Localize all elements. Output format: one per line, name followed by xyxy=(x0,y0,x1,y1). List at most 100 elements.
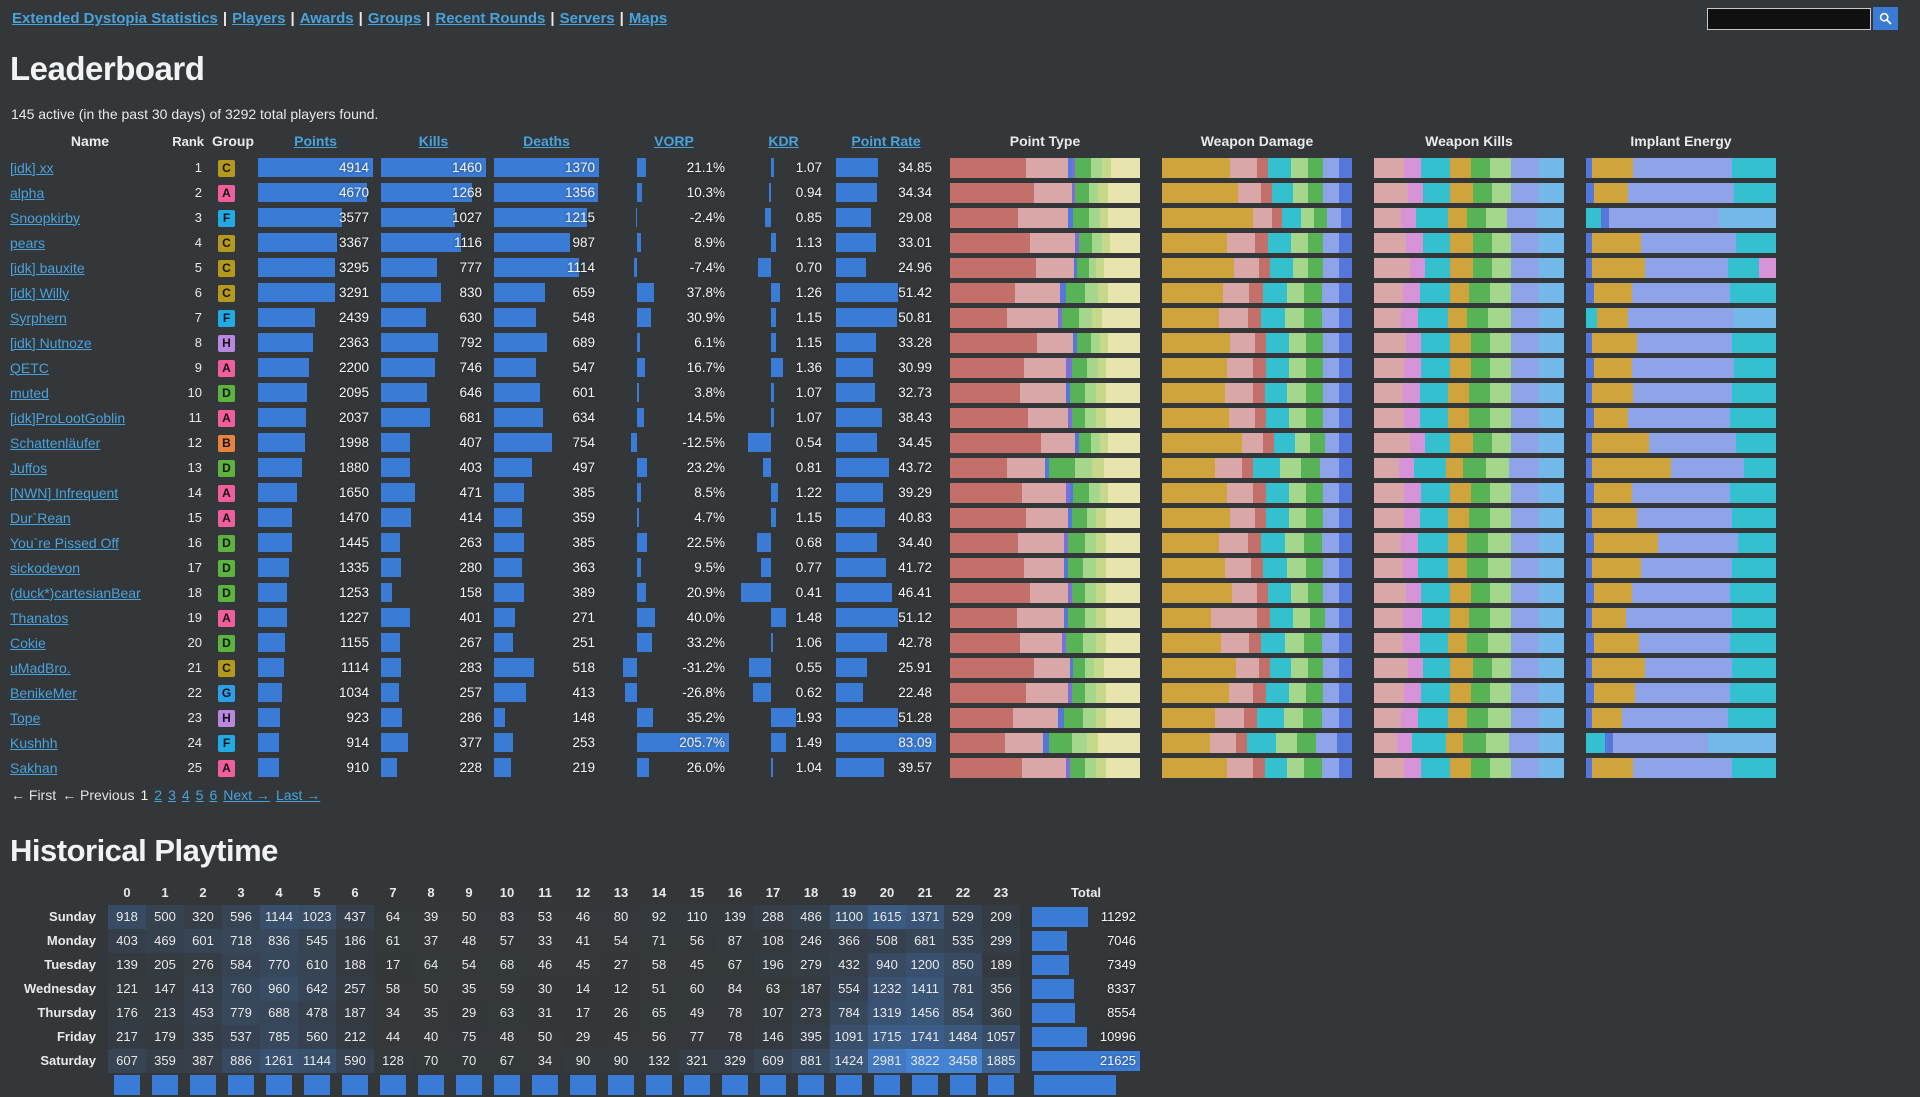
chart-segment xyxy=(1400,532,1418,553)
playtime-cell: 53 xyxy=(537,909,553,924)
weapon-damage-chart xyxy=(1162,507,1352,528)
playtime-cell: 770 xyxy=(260,953,298,977)
chart-segment xyxy=(1487,557,1511,578)
vorp-bar xyxy=(633,258,637,277)
chart-segment xyxy=(1448,507,1469,528)
player-name-link[interactable]: [idk] xx xyxy=(10,159,54,176)
chart-segment xyxy=(1758,257,1776,278)
point-rate-value: 50.81 xyxy=(898,310,932,325)
chart-segment xyxy=(1415,207,1449,228)
player-name-link[interactable]: Sakhan xyxy=(10,759,58,776)
pagination-page-3[interactable]: 3 xyxy=(168,787,176,803)
chart-segment xyxy=(1266,407,1290,428)
chart-segment xyxy=(1631,482,1731,503)
player-name-link[interactable]: uMadBro. xyxy=(10,659,71,676)
sort-kdr-link[interactable]: KDR xyxy=(768,133,799,149)
kills-value: 471 xyxy=(459,485,482,500)
player-name-cell: muted xyxy=(10,385,170,401)
chart-segment xyxy=(1641,557,1733,578)
group-badge: C xyxy=(218,659,235,677)
kills-cell: 263 xyxy=(381,532,486,553)
player-name-link[interactable]: Schattenläufer xyxy=(10,434,101,451)
nav-link-awards[interactable]: Awards xyxy=(299,10,354,27)
player-name-link[interactable]: Thanatos xyxy=(10,609,69,626)
chart-segment xyxy=(1256,707,1284,728)
sort-points-link[interactable]: Points xyxy=(294,133,337,149)
player-name-link[interactable]: BenikeMer xyxy=(10,684,77,701)
player-name-link[interactable]: Snoopkirby xyxy=(10,209,81,226)
chart-segment xyxy=(1489,482,1511,503)
player-name-link[interactable]: Syrphern xyxy=(10,309,67,326)
player-name-link[interactable]: [idk] bauxite xyxy=(10,259,85,276)
player-name-link[interactable]: Dur`Rean xyxy=(10,509,71,526)
player-name-link[interactable]: [idk] Willy xyxy=(10,284,70,301)
nav-link-groups[interactable]: Groups xyxy=(367,10,422,27)
search-input[interactable] xyxy=(1707,7,1871,30)
playtime-cell: 48 xyxy=(461,933,477,948)
weapon-damage-chart xyxy=(1162,307,1352,328)
nav-link-servers[interactable]: Servers xyxy=(559,10,615,27)
player-name-link[interactable]: (duck*)cartesianBear xyxy=(10,584,141,601)
hour-header: 12 xyxy=(575,885,591,900)
pagination-page-2[interactable]: 2 xyxy=(154,787,163,803)
nav-link-players[interactable]: Players xyxy=(232,10,286,27)
chart-segment xyxy=(1586,607,1592,628)
kills-cell: 830 xyxy=(381,282,486,303)
playtime-cell: 478 xyxy=(298,1001,336,1025)
playtime-cell: 886 xyxy=(222,1049,260,1073)
kills-bar xyxy=(381,683,400,702)
player-rank: 15 xyxy=(187,510,202,525)
player-name-link[interactable]: [idk] Nutnoze xyxy=(10,334,92,351)
search-button[interactable] xyxy=(1873,7,1898,30)
chart-segment xyxy=(1243,707,1257,728)
player-name-link[interactable]: alpha xyxy=(10,184,45,201)
sort-kills-link[interactable]: Kills xyxy=(418,133,449,149)
pagination-last[interactable]: Last → xyxy=(275,787,321,803)
player-name-link[interactable]: Juffos xyxy=(10,459,48,476)
weapon-kills-chart xyxy=(1374,757,1564,778)
player-name-link[interactable]: QETC xyxy=(10,359,49,376)
chart-segment xyxy=(1033,657,1070,678)
kdr-cell: 1.07 xyxy=(741,407,826,428)
nav-link-maps[interactable]: Maps xyxy=(628,10,668,27)
chart-segment xyxy=(1406,232,1424,253)
chart-segment xyxy=(1338,657,1352,678)
player-name-link[interactable]: pears xyxy=(10,234,46,251)
chart-segment xyxy=(1449,582,1471,603)
chart-segment xyxy=(1591,257,1645,278)
day-label: Sunday xyxy=(49,909,96,924)
playtime-cell: 68 xyxy=(499,957,515,972)
vorp-bar xyxy=(624,683,637,702)
vorp-bar xyxy=(637,183,642,202)
player-name-link[interactable]: You`re Pissed Off xyxy=(10,534,119,551)
player-name-link[interactable]: Tope xyxy=(10,709,41,726)
deaths-value: 1215 xyxy=(564,210,595,225)
player-name-cell: Schattenläufer xyxy=(10,435,170,451)
pagination-page-5[interactable]: 5 xyxy=(195,787,204,803)
nav-link-extended-dystopia-statistics[interactable]: Extended Dystopia Statistics xyxy=(12,10,218,27)
column-header-kills: Kills xyxy=(381,133,486,149)
pagination-next[interactable]: Next → xyxy=(223,787,270,803)
player-name-link[interactable]: Kushhh xyxy=(10,734,58,751)
player-name-link[interactable]: [idk]ProLootGoblin xyxy=(10,409,126,426)
sort-deaths-link[interactable]: Deaths xyxy=(523,133,570,149)
chart-segment xyxy=(1586,182,1594,203)
deaths-value: 251 xyxy=(572,635,595,650)
kdr-bar xyxy=(771,333,777,352)
sort-point_rate-link[interactable]: Point Rate xyxy=(851,133,921,149)
player-name-link[interactable]: [NWN] Infrequent xyxy=(10,484,119,501)
player-name-link[interactable]: sickodevon xyxy=(10,559,81,576)
playtime-cell: 70 xyxy=(461,1053,477,1068)
point-type-chart xyxy=(950,557,1140,578)
nav-link-recent-rounds[interactable]: Recent Rounds xyxy=(435,10,546,27)
vorp-value: 9.5% xyxy=(694,560,725,575)
pagination-page-4[interactable]: 4 xyxy=(181,787,190,803)
player-name-link[interactable]: Cokie xyxy=(10,634,46,651)
chart-segment xyxy=(1398,457,1414,478)
player-name-link[interactable]: muted xyxy=(10,384,49,401)
pagination-page-6[interactable]: 6 xyxy=(209,787,218,803)
sort-vorp-link[interactable]: VORP xyxy=(654,133,694,149)
chart-segment xyxy=(950,532,1019,553)
playtime-cutoff-cell xyxy=(374,1073,412,1097)
chart-segment xyxy=(1058,307,1063,328)
